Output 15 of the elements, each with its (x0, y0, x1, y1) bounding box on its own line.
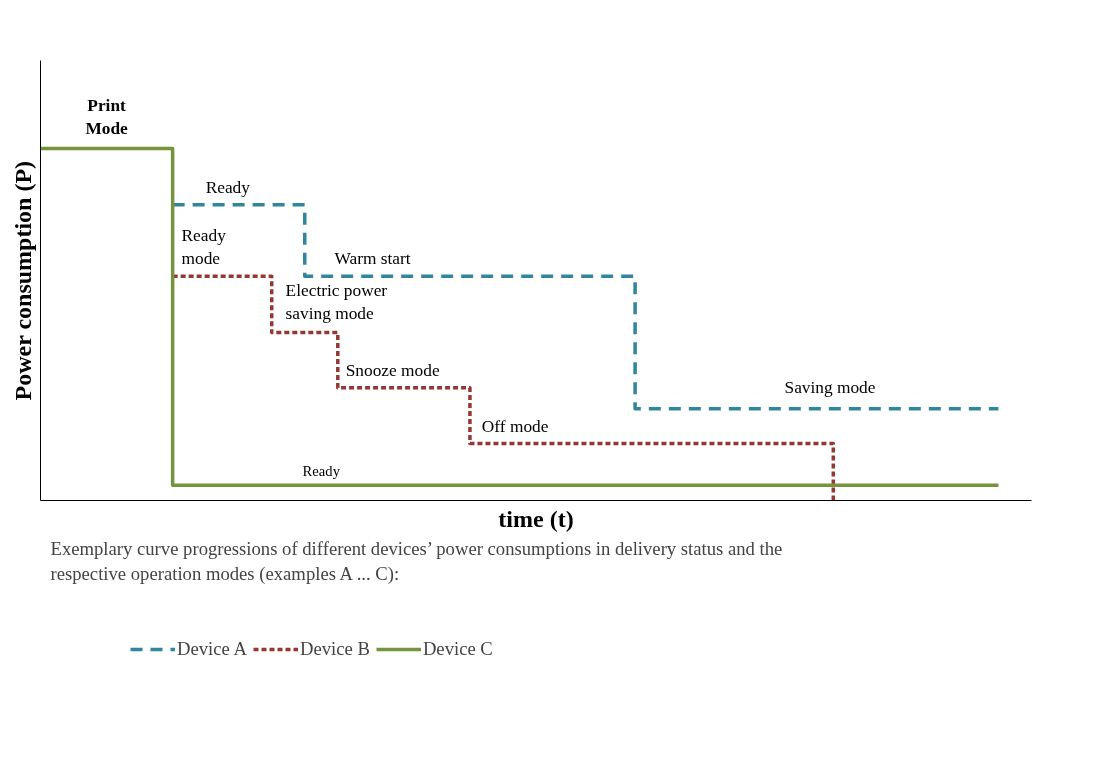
annotation: Ready mode (181, 226, 227, 268)
annotation: Ready (205, 177, 251, 197)
text: Print Mode (85, 95, 129, 138)
legend-label: Device A (177, 638, 247, 660)
annotation: Electric power saving mode (285, 281, 388, 324)
y-axis-title: Power consumption (P) (9, 160, 36, 401)
legend-label: Device B (299, 638, 370, 660)
annotation: Off mode (481, 417, 549, 437)
annotation: Snooze mode (345, 361, 440, 381)
text: Exemplary curve progressions of different devices’ power consumptions in delivery status and the respective operation modes (examples A ... C): (50, 537, 783, 585)
legend-label: Device C (422, 638, 493, 660)
annotation: Warm start (334, 248, 411, 268)
annotation: Ready (302, 462, 341, 479)
x-axis-title: time (t) (498, 505, 574, 532)
annotation: Saving mode (784, 377, 876, 397)
